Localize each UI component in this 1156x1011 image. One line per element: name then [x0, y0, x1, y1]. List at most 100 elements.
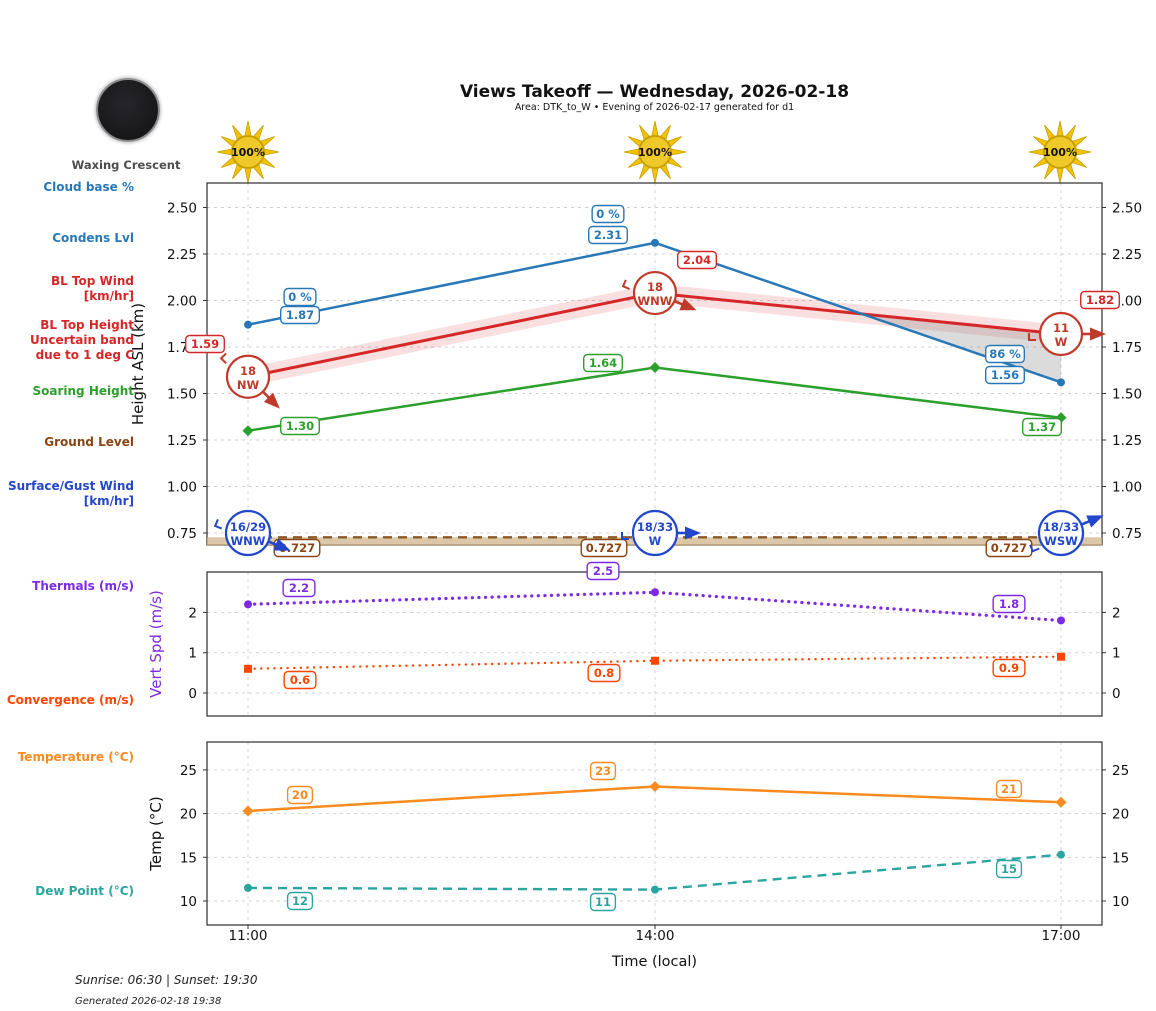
legend-convergence: Convergence (m/s): [6, 693, 134, 707]
value-label: 0.727: [279, 541, 315, 555]
marker-convergence: [244, 664, 252, 673]
wind-circle: [224, 509, 272, 557]
y-axis-title: Temp (°C): [147, 796, 165, 871]
value-label-box: [995, 779, 1023, 799]
value-label-box: [583, 353, 624, 373]
y-tick-label: 0.75: [1112, 526, 1142, 542]
value-label: 1.56: [991, 368, 1019, 382]
marker-dew: [651, 885, 659, 894]
value-label-box: [985, 365, 1026, 385]
sunshine-percent: 100%: [638, 145, 672, 159]
x-tick-14: 14:00: [635, 928, 675, 944]
value-label: 2.04: [683, 253, 711, 267]
sun-icon-graphic: [216, 120, 280, 184]
legend-bl-top-height: BL Top Height Uncertain band due to 1 de…: [30, 318, 134, 362]
y-tick-label: 1.50: [167, 387, 197, 403]
generated-note: Generated 2026-02-18 19:38: [75, 996, 222, 1007]
y-tick-label: 10: [1112, 894, 1129, 910]
moon-phase-label: Waxing Crescent: [71, 158, 181, 172]
series-line-soaring: [247, 366, 1062, 432]
marker-temperature: [1055, 796, 1067, 808]
legend-bl-top-wind: BL Top Wind [km/hr]: [50, 274, 134, 303]
value-label: 0.6: [290, 673, 310, 687]
wind-arrow-head: [1086, 515, 1104, 528]
value-label: 0.9: [999, 661, 1019, 675]
y-tick-label: 1.25: [167, 433, 197, 449]
y-tick-label: 1: [188, 646, 197, 662]
marker-temperature: [242, 805, 254, 817]
value-label: 1.30: [286, 419, 314, 433]
value-label: 0.727: [991, 541, 1027, 555]
value-label: 1.59: [191, 337, 219, 351]
y-tick-label: 20: [1112, 807, 1129, 823]
value-label-box: [677, 250, 718, 270]
wind-arrow-head: [273, 538, 291, 551]
moon-phase-icon: [96, 78, 160, 142]
y-tick-label: 1: [1112, 646, 1121, 662]
y-tick-label: 2.25: [1112, 247, 1142, 263]
value-label-box: [995, 859, 1023, 879]
value-label: 23: [595, 764, 611, 778]
value-label-box: [586, 561, 620, 581]
y-tick-label: 10: [180, 894, 197, 910]
wind-arrow-head: [679, 298, 697, 311]
wind-arrow-tail: [621, 279, 630, 290]
y-axis-title: Vert Spd (m/s): [147, 590, 165, 698]
wind-arrow-head: [1090, 327, 1106, 341]
marker-condens: [651, 238, 659, 247]
y-tick-label: 0: [1112, 686, 1121, 702]
y-tick-label: 0.75: [167, 526, 197, 542]
value-label-box: [286, 785, 314, 805]
value-label: 11: [595, 895, 611, 909]
value-label: 86 %: [989, 347, 1021, 361]
value-label-box: [185, 334, 225, 354]
series-line-thermals: [246, 590, 1063, 623]
value-label-box: [992, 658, 1026, 678]
value-label-box: [587, 663, 621, 683]
value-label-box: [588, 225, 629, 245]
wind-arrow-tail: [621, 532, 629, 540]
marker-soaring: [649, 361, 661, 373]
value-label: 1.37: [1028, 420, 1056, 434]
marker-condens: [1057, 378, 1065, 387]
value-label-box: [1022, 417, 1063, 437]
legend-ground-level: Ground Level: [44, 435, 134, 449]
wind-arrow-head: [263, 392, 280, 409]
marker-thermals: [244, 600, 252, 609]
sun-disc: [638, 135, 672, 169]
wind-circle: [1037, 509, 1085, 557]
y-tick-label: 20: [180, 807, 197, 823]
y-tick-label: 2.25: [167, 247, 197, 263]
sun-icon: 100%: [1027, 119, 1093, 185]
wind-circle: [225, 354, 271, 399]
wind-speed: 18/33: [1043, 520, 1079, 534]
wind-speed: 18: [647, 280, 663, 294]
value-label-box: [580, 538, 628, 558]
y-tick-label: 2: [188, 605, 197, 621]
wind-circle: [631, 509, 679, 557]
marker-convergence: [651, 656, 659, 665]
wind-direction: WSW: [1044, 534, 1078, 548]
sun-icon-graphic: [1028, 120, 1092, 184]
value-label-box: [286, 891, 314, 911]
legend-soaring-height: Soaring Height: [32, 384, 135, 398]
legend-dew-point: Dew Point (°C): [35, 884, 134, 898]
bl-uncertainty-band: [248, 283, 1061, 387]
series-line-dew: [247, 853, 1062, 891]
y-tick-label: 15: [180, 850, 197, 866]
value-label-box: [589, 761, 617, 781]
y-axis-title: Height ASL (km): [129, 303, 147, 425]
wind-direction: WNW: [231, 534, 266, 548]
marker-temperature: [649, 781, 661, 793]
sunshine-percent: 100%: [1043, 145, 1077, 159]
value-label: 1.82: [1086, 293, 1114, 307]
value-label: 0.8: [594, 666, 614, 680]
x-tick-11: 11:00: [228, 928, 268, 944]
marker-convergence: [1057, 652, 1065, 661]
value-label: 0 %: [596, 207, 620, 221]
value-label: 2.2: [289, 581, 309, 595]
y-tick-label: 25: [1112, 763, 1129, 779]
value-label: 1.87: [286, 308, 314, 322]
wind-circle: [632, 270, 678, 316]
